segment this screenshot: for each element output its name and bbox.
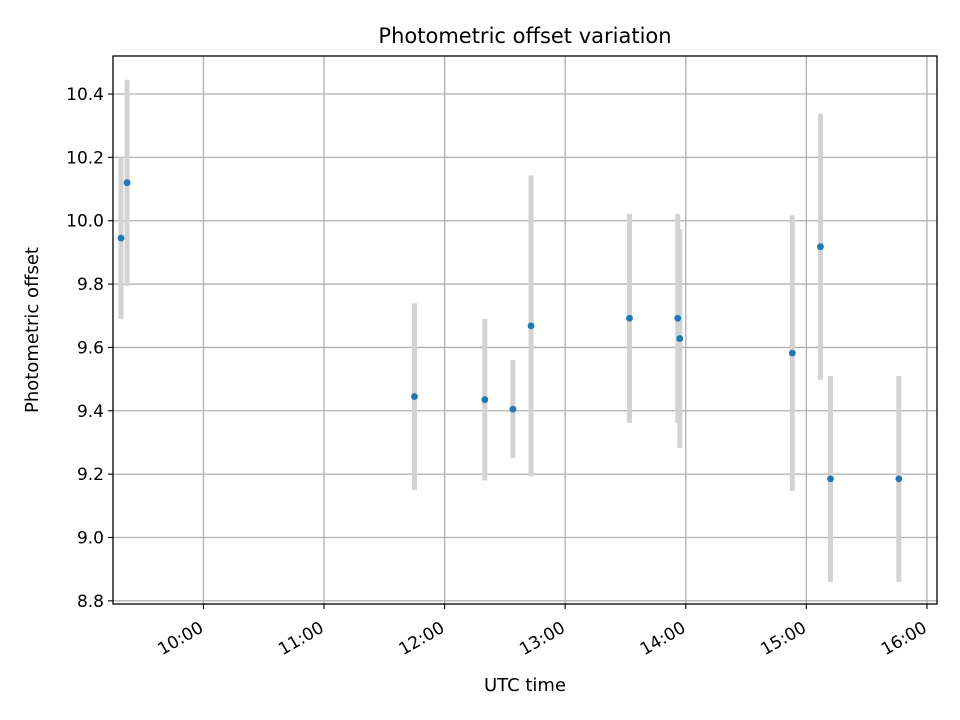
x-axis-label: UTC time bbox=[484, 675, 566, 696]
grid bbox=[113, 56, 937, 604]
y-tick-label: 10.4 bbox=[66, 85, 104, 105]
chart-title: Photometric offset variation bbox=[378, 24, 671, 48]
y-axis-label: Photometric offset bbox=[22, 247, 43, 413]
y-tick-label: 9.4 bbox=[77, 402, 104, 422]
y-tick-label: 10.2 bbox=[66, 148, 104, 168]
data-point bbox=[509, 405, 517, 413]
y-tick-label: 9.0 bbox=[77, 528, 104, 548]
data-point bbox=[674, 314, 682, 322]
y-tick-label: 10.0 bbox=[66, 212, 104, 232]
data-point bbox=[411, 393, 418, 400]
y-axis: 8.8 9.0 9.2 9.4 9.6 9.8 10.0 10.2 10.4 bbox=[66, 85, 113, 612]
data-point bbox=[788, 349, 796, 357]
plot-frame bbox=[112, 55, 938, 605]
y-tick-label: 8.8 bbox=[77, 592, 104, 612]
data-point bbox=[676, 335, 684, 342]
data-point bbox=[895, 475, 903, 483]
data-points bbox=[117, 179, 903, 483]
data-point bbox=[626, 314, 633, 322]
data-point bbox=[123, 179, 131, 187]
data-point bbox=[827, 475, 834, 483]
data-point bbox=[817, 243, 824, 251]
y-tick-label: 9.6 bbox=[77, 338, 104, 358]
data-point bbox=[117, 234, 125, 242]
data-point bbox=[481, 396, 489, 404]
y-tick-label: 9.8 bbox=[77, 275, 104, 295]
y-tick-label: 9.2 bbox=[77, 465, 104, 485]
data-point bbox=[527, 322, 535, 330]
